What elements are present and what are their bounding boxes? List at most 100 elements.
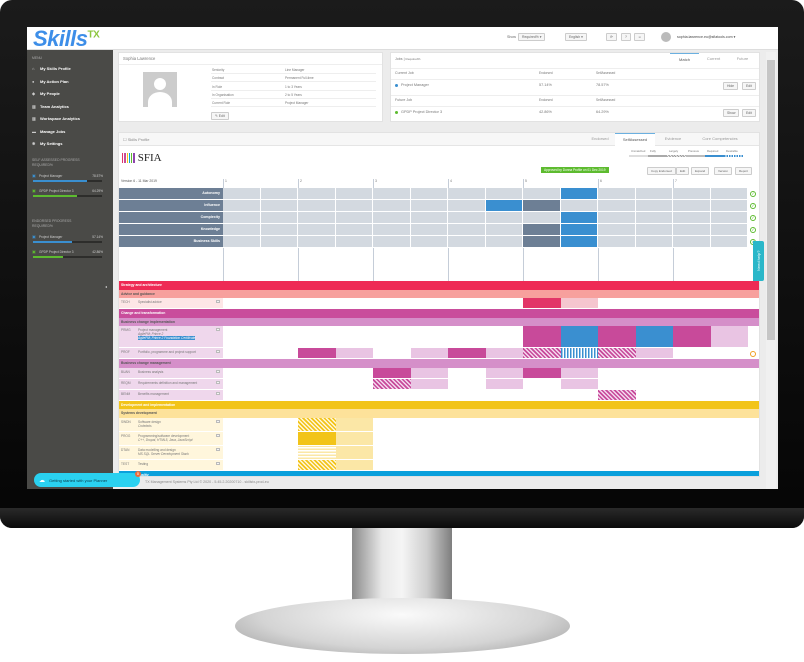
skill-level-cell[interactable] xyxy=(523,326,561,348)
skill-info-icon[interactable] xyxy=(216,433,220,437)
skill-level-cell[interactable] xyxy=(335,389,373,401)
skills-action-expand[interactable]: Expand xyxy=(691,167,710,175)
skill-level-cell[interactable] xyxy=(223,367,261,379)
skill-level-cell[interactable] xyxy=(223,378,261,390)
skill-level-cell[interactable] xyxy=(335,298,373,309)
skill-info-icon[interactable] xyxy=(216,300,220,303)
skill-level-cell[interactable] xyxy=(410,431,448,446)
skill-level-cell[interactable] xyxy=(560,326,598,348)
skill-level-cell[interactable] xyxy=(373,298,411,309)
skill-info-icon[interactable] xyxy=(216,419,220,423)
skill-level-cell[interactable] xyxy=(598,298,636,309)
skill-level-cell[interactable] xyxy=(260,298,298,309)
skill-level-cell[interactable] xyxy=(335,431,373,446)
skill-level-cell[interactable] xyxy=(598,431,636,446)
skill-level-cell[interactable] xyxy=(448,445,486,460)
skill-level-cell[interactable] xyxy=(335,459,373,471)
skill-level-cell[interactable] xyxy=(673,298,711,309)
skill-level-cell[interactable] xyxy=(485,367,523,379)
sidebar-item-manage-jobs[interactable]: ▬ Manage Jobs xyxy=(32,129,65,134)
skill-level-cell[interactable] xyxy=(298,445,336,460)
skill-level-cell[interactable] xyxy=(448,431,486,446)
show-select[interactable]: Required% ▾ xyxy=(518,33,546,41)
skill-level-cell[interactable] xyxy=(598,348,636,359)
skill-level-cell[interactable] xyxy=(335,378,373,390)
skills-action-edit[interactable]: Edit xyxy=(676,167,690,175)
skill-level-cell[interactable] xyxy=(523,445,561,460)
skills-tab-endorsed[interactable]: Endorsed xyxy=(591,136,609,141)
skill-row-header[interactable] xyxy=(119,445,223,460)
skill-level-cell[interactable] xyxy=(373,378,411,390)
skill-row-header[interactable] xyxy=(119,298,223,309)
skill-level-cell[interactable] xyxy=(410,459,448,471)
user-avatar[interactable] xyxy=(661,32,671,42)
skill-level-cell[interactable] xyxy=(410,348,448,359)
skill-level-cell[interactable] xyxy=(223,459,261,471)
skill-level-cell[interactable] xyxy=(523,431,561,446)
skill-row-header[interactable] xyxy=(119,431,223,446)
planner-button[interactable]: ☁ Getting started with your Planner 8 xyxy=(34,471,141,487)
skill-level-cell[interactable] xyxy=(673,445,711,460)
skill-level-cell[interactable] xyxy=(560,459,598,471)
skill-level-cell[interactable] xyxy=(485,298,523,309)
skill-info-icon[interactable] xyxy=(216,380,220,384)
skill-level-cell[interactable] xyxy=(335,367,373,379)
skill-level-cell[interactable] xyxy=(523,348,561,359)
skill-level-cell[interactable] xyxy=(673,378,711,390)
skill-level-cell[interactable] xyxy=(710,389,748,401)
skill-level-cell[interactable] xyxy=(448,378,486,390)
skill-level-cell[interactable] xyxy=(260,417,298,432)
skill-info-icon[interactable] xyxy=(216,328,220,331)
sidebar-item-workspace-analytics[interactable]: ▥ Workspace Analytics xyxy=(32,116,80,121)
skill-level-cell[interactable] xyxy=(298,459,336,471)
skill-level-cell[interactable] xyxy=(223,326,261,348)
skill-level-cell[interactable] xyxy=(223,348,261,359)
skill-level-cell[interactable] xyxy=(673,389,711,401)
skill-level-cell[interactable] xyxy=(710,459,748,471)
skill-info-icon[interactable] xyxy=(216,461,220,465)
skill-level-cell[interactable] xyxy=(673,417,711,432)
skill-level-cell[interactable] xyxy=(410,445,448,460)
user-menu[interactable]: sophia.lawrence.eu@sfiatools.com ▾ xyxy=(677,35,736,39)
skill-level-cell[interactable] xyxy=(298,378,336,390)
sidebar-item-my-action-plan[interactable]: ● My Action Plan xyxy=(32,79,69,84)
smiley-icon[interactable]: ☺ xyxy=(634,33,646,41)
skill-level-cell[interactable] xyxy=(410,298,448,309)
skill-level-cell[interactable] xyxy=(335,417,373,432)
skill-level-cell[interactable] xyxy=(635,445,673,460)
skill-level-cell[interactable] xyxy=(598,367,636,379)
skill-level-cell[interactable] xyxy=(560,431,598,446)
skill-level-cell[interactable] xyxy=(410,367,448,379)
skill-level-cell[interactable] xyxy=(223,445,261,460)
skill-level-cell[interactable] xyxy=(448,298,486,309)
need-help-tab[interactable]: Need help? xyxy=(753,241,764,281)
skill-level-cell[interactable] xyxy=(560,348,598,359)
skill-level-cell[interactable] xyxy=(485,348,523,359)
sidebar-item-my-settings[interactable]: ✹ My Settings xyxy=(32,141,62,146)
skill-level-cell[interactable] xyxy=(710,417,748,432)
skill-level-cell[interactable] xyxy=(635,431,673,446)
skill-level-cell[interactable] xyxy=(223,417,261,432)
skill-level-cell[interactable] xyxy=(373,389,411,401)
skill-level-cell[interactable] xyxy=(260,431,298,446)
skills-action-copy-endorsed[interactable]: Copy Endorsed xyxy=(647,167,676,175)
skill-level-cell[interactable] xyxy=(410,326,448,348)
skill-level-cell[interactable] xyxy=(298,417,336,432)
skill-level-cell[interactable] xyxy=(260,348,298,359)
future-job-edit-button[interactable]: Edit xyxy=(742,109,756,117)
skill-level-cell[interactable] xyxy=(298,367,336,379)
sidebar-item-team-analytics[interactable]: ▥ Team Analytics xyxy=(32,104,69,109)
skill-level-cell[interactable] xyxy=(410,417,448,432)
skill-level-cell[interactable] xyxy=(560,378,598,390)
skill-level-cell[interactable] xyxy=(373,348,411,359)
skill-level-cell[interactable] xyxy=(448,326,486,348)
skill-level-cell[interactable] xyxy=(298,389,336,401)
skill-info-icon[interactable] xyxy=(216,447,220,451)
skill-level-cell[interactable] xyxy=(485,326,523,348)
skill-level-cell[interactable] xyxy=(410,378,448,390)
skill-level-cell[interactable] xyxy=(523,367,561,379)
skill-level-cell[interactable] xyxy=(260,389,298,401)
skill-level-cell[interactable] xyxy=(448,367,486,379)
skill-level-cell[interactable] xyxy=(448,389,486,401)
skills-tab-evidence[interactable]: Evidence xyxy=(664,136,682,141)
